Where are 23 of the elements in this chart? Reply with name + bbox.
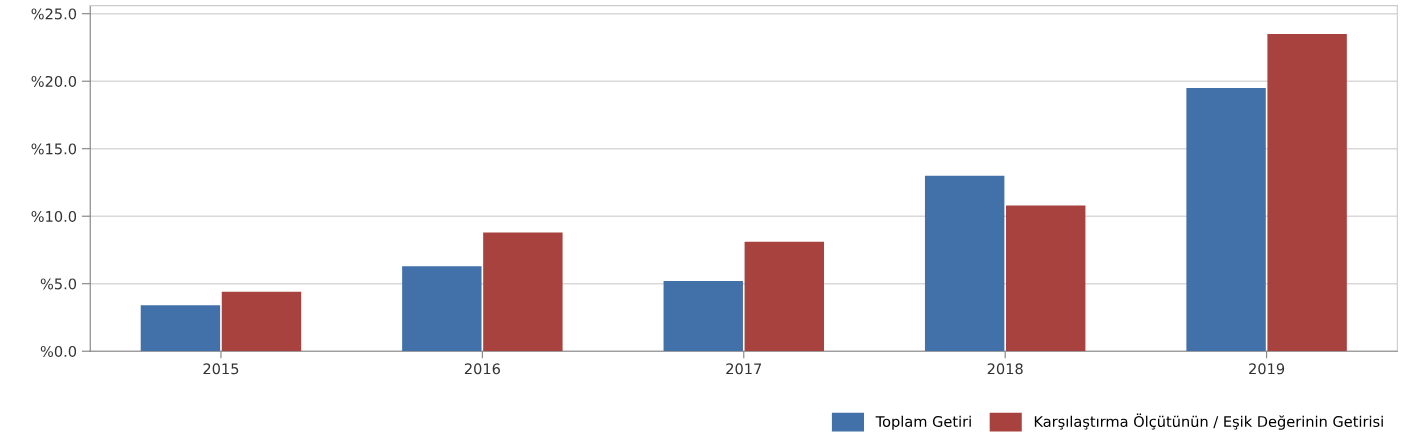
x-tick-label: 2017 xyxy=(726,363,762,375)
bar xyxy=(221,291,302,352)
y-tick-label: %10.0 xyxy=(31,210,77,222)
legend-label: Karşılaştırma Ölçütünün / Eşik Değerinin Getirisi xyxy=(1034,413,1383,430)
bar xyxy=(1267,33,1347,352)
bar xyxy=(402,266,482,352)
x-tick-label: 2019 xyxy=(1249,363,1285,375)
x-tick-label: 2016 xyxy=(464,363,500,375)
bar xyxy=(140,305,221,352)
legend-label: Toplam Getiri xyxy=(875,415,971,430)
bar xyxy=(663,281,743,352)
bar xyxy=(924,175,1005,352)
bar xyxy=(1006,205,1086,352)
x-tick-label: 2018 xyxy=(987,363,1023,375)
x-tick-label: 2015 xyxy=(203,363,239,375)
bar xyxy=(1186,87,1266,352)
y-tick-label: %5.0 xyxy=(40,278,77,290)
y-tick-label: %25.0 xyxy=(31,8,77,20)
y-tick-label: %20.0 xyxy=(31,75,77,87)
bar xyxy=(744,241,824,352)
bar xyxy=(483,232,563,352)
y-tick-label: %15.0 xyxy=(31,143,77,155)
y-tick-label: %0.0 xyxy=(40,345,77,357)
